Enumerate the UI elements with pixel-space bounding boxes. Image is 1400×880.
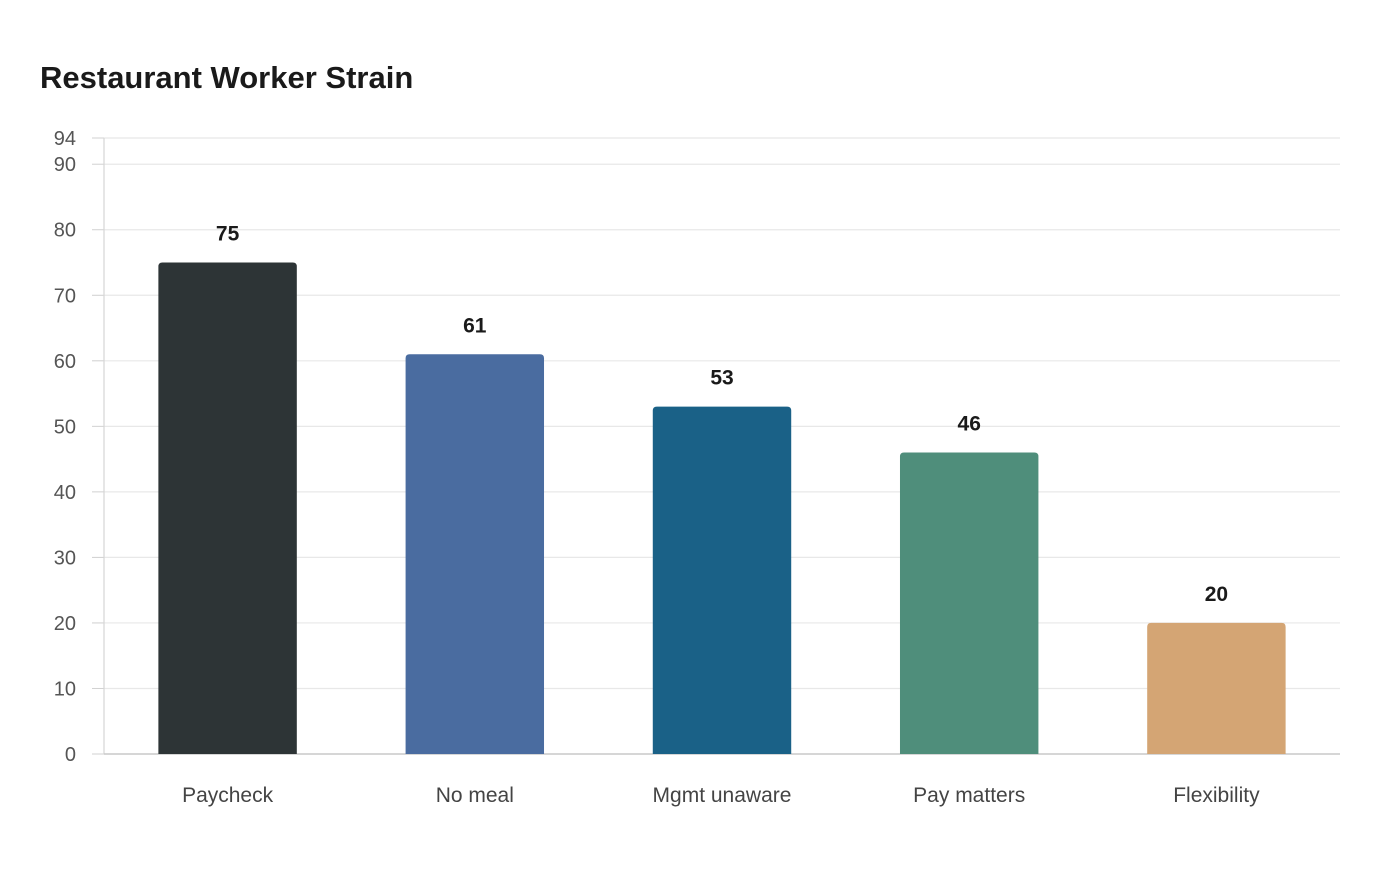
axes: 0 10 20 30 40 50 60 70 80 90 94 <box>54 128 1340 766</box>
y-tick-label-20: 20 <box>54 613 76 635</box>
y-tick-label-30: 30 <box>54 547 76 569</box>
bar-no-meal <box>405 354 545 754</box>
bar-flexibility <box>1147 622 1286 754</box>
value-label-paycheck: 75 <box>216 223 240 246</box>
y-tick-label-70: 70 <box>54 285 76 307</box>
y-tick-label-10: 10 <box>54 678 76 700</box>
value-label-flexibility: 20 <box>1205 583 1228 606</box>
bars <box>158 262 1286 754</box>
bar-mgmt-unaware <box>652 406 792 754</box>
y-tick-label-0: 0 <box>65 744 76 766</box>
y-tick-label-94: 94 <box>54 128 76 150</box>
y-tick-label-50: 50 <box>54 416 76 438</box>
x-tick-label-pay-matters: Pay matters <box>913 784 1025 807</box>
bar-paycheck <box>158 262 297 754</box>
bar-pay-matters <box>899 452 1039 754</box>
y-tick-label-80: 80 <box>54 220 76 242</box>
y-tick-label-40: 40 <box>54 482 76 504</box>
y-tick-label-90: 90 <box>54 154 76 176</box>
chart-title: Restaurant Worker Strain <box>40 60 414 95</box>
labels: 75 Paycheck 61 No meal 53 Mgmt unaware 46 Pay m… <box>182 223 1260 807</box>
x-tick-label-flexibility: Flexibility <box>1173 784 1260 807</box>
x-tick-label-paycheck: Paycheck <box>182 784 274 807</box>
value-label-no-meal: 61 <box>463 314 487 337</box>
x-tick-label-no-meal: No meal <box>436 784 514 807</box>
value-label-mgmt-unaware: 53 <box>710 367 733 390</box>
x-tick-label-mgmt-unaware: Mgmt unaware <box>653 784 792 807</box>
value-label-pay-matters: 46 <box>958 413 981 436</box>
y-tick-label-60: 60 <box>54 351 76 373</box>
